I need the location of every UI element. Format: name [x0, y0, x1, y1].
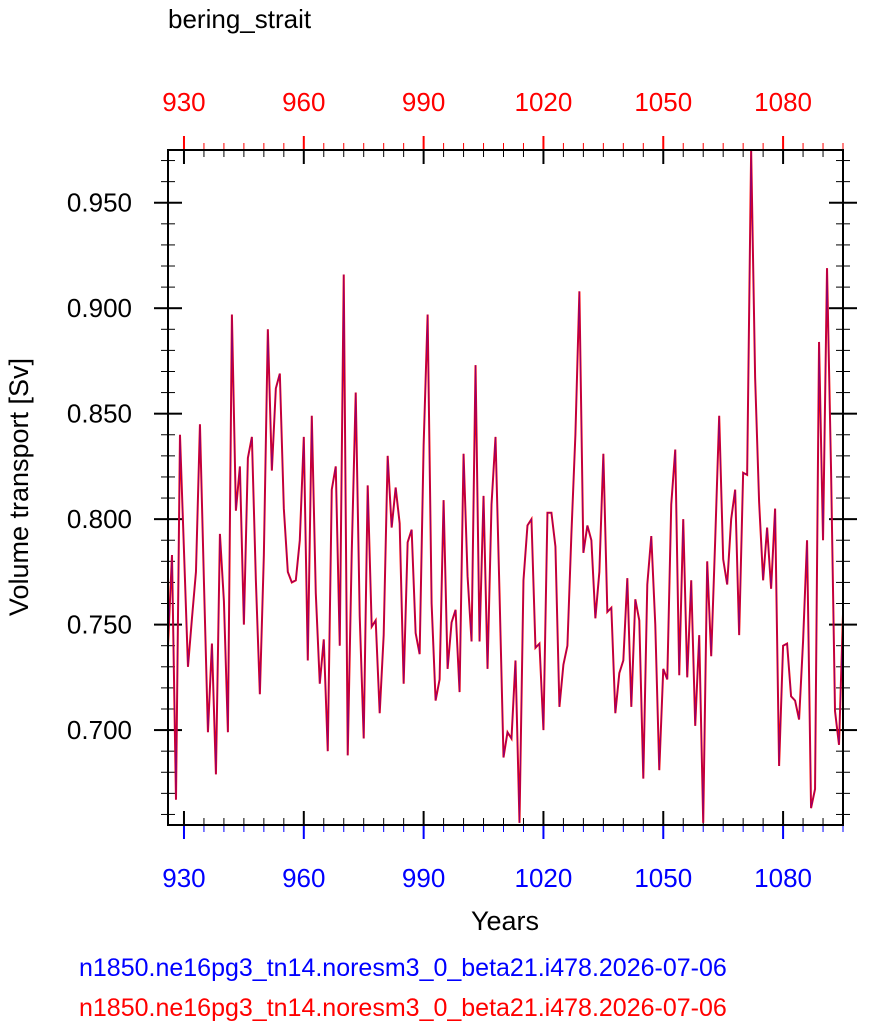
y-tick-label: 0.900 — [67, 293, 132, 323]
x-tick-label-bottom: 1020 — [515, 863, 573, 893]
legend-entry-blue: n1850.ne16pg3_tn14.noresm3_0_beta21.i478… — [79, 954, 727, 982]
x-tick-label-bottom: 990 — [402, 863, 445, 893]
y-tick-label: 0.700 — [67, 715, 132, 745]
y-tick-label: 0.950 — [67, 188, 132, 218]
tick-labels: 930 930 960 960 990 990 1020 1020 1050 1050 1080 10… — [67, 87, 812, 893]
x-tick-label-top: 1020 — [515, 87, 573, 117]
series-line-1 — [167, 149, 844, 823]
x-tick-label-top: 1050 — [634, 87, 692, 117]
x-tick-label-top: 960 — [282, 87, 325, 117]
x-tick-label-top: 1080 — [754, 87, 812, 117]
x-tick-label-bottom: 1080 — [754, 863, 812, 893]
y-tick-label: 0.750 — [67, 610, 132, 640]
series-lines — [167, 149, 844, 823]
x-tick-label-top: 990 — [402, 87, 445, 117]
x-tick-label-bottom: 1050 — [634, 863, 692, 893]
x-tick-label-bottom: 930 — [162, 863, 205, 893]
x-axis-label: Years — [471, 906, 539, 936]
tick-marks — [154, 136, 857, 839]
plot-frame — [167, 149, 844, 826]
y-tick-label: 0.850 — [67, 399, 132, 429]
x-tick-label-top: 930 — [162, 87, 205, 117]
y-axis-label: Volume transport [Sv] — [4, 358, 34, 616]
legend-entry-red: n1850.ne16pg3_tn14.noresm3_0_beta21.i478… — [79, 994, 727, 1022]
chart-title: bering_strait — [168, 4, 312, 34]
x-tick-label-bottom: 960 — [282, 863, 325, 893]
series-line-0 — [167, 149, 844, 823]
y-tick-label: 0.800 — [67, 504, 132, 534]
